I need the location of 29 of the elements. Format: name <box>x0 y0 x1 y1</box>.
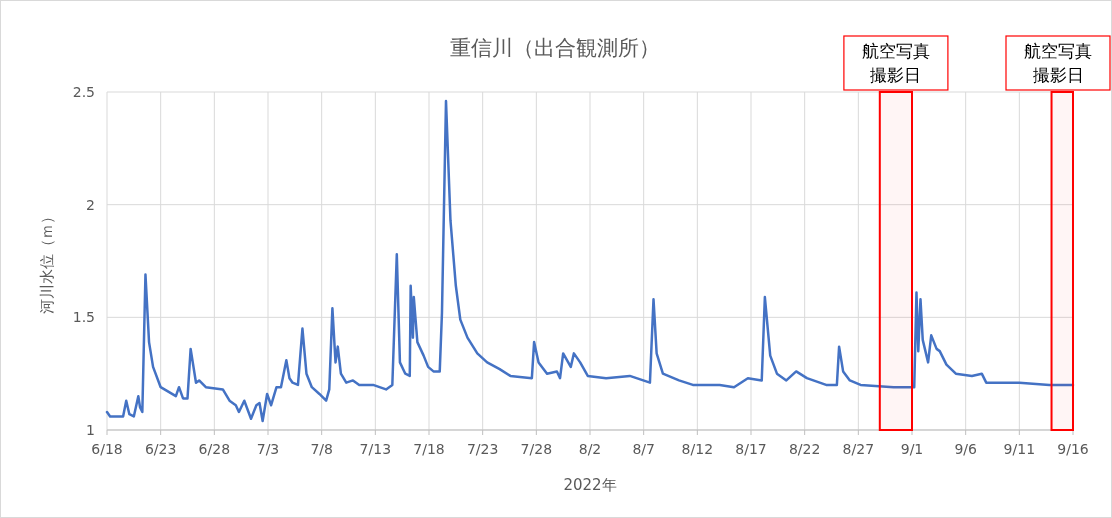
x-tick-label: 9/6 <box>954 441 978 457</box>
chart-title: 重信川（出合観測所） <box>450 36 660 60</box>
y-tick-label: 1.5 <box>72 309 95 326</box>
x-axis-title: 2022年 <box>563 476 617 494</box>
x-tick-label: 9/11 <box>1003 441 1036 457</box>
line-series <box>105 99 1075 423</box>
x-tick-label: 7/23 <box>466 441 499 457</box>
x-tick-label: 8/2 <box>578 441 602 457</box>
x-tick-label: 7/18 <box>413 441 445 457</box>
x-tick-label: 6/28 <box>198 441 231 457</box>
band-label: 航空写真撮影日 <box>1024 41 1092 85</box>
y-tick-label: 1 <box>86 422 95 438</box>
x-tick-label: 8/7 <box>632 441 655 457</box>
x-tick-label: 9/1 <box>900 441 924 457</box>
y-tick-label: 2 <box>86 196 95 213</box>
x-tick-label: 7/8 <box>310 441 333 457</box>
band-label: 航空写真撮影日 <box>861 41 930 85</box>
x-tick-label: 6/23 <box>144 441 177 457</box>
x-tick-label: 8/22 <box>788 441 821 457</box>
y-tick-label: 2.5 <box>72 84 95 100</box>
x-tick-label: 8/12 <box>681 441 714 457</box>
x-tick-label: 6/18 <box>91 441 123 457</box>
x-tick-label: 7/28 <box>520 441 553 457</box>
x-tick-label: 7/3 <box>256 441 280 457</box>
x-tick-label: 8/17 <box>735 441 767 457</box>
x-tick-label: 7/13 <box>359 441 392 457</box>
x-tick-label: 8/27 <box>842 441 875 457</box>
y-axis-title: 河川水位（ｍ） <box>38 208 56 314</box>
x-tick-label: 9/16 <box>1057 441 1089 457</box>
